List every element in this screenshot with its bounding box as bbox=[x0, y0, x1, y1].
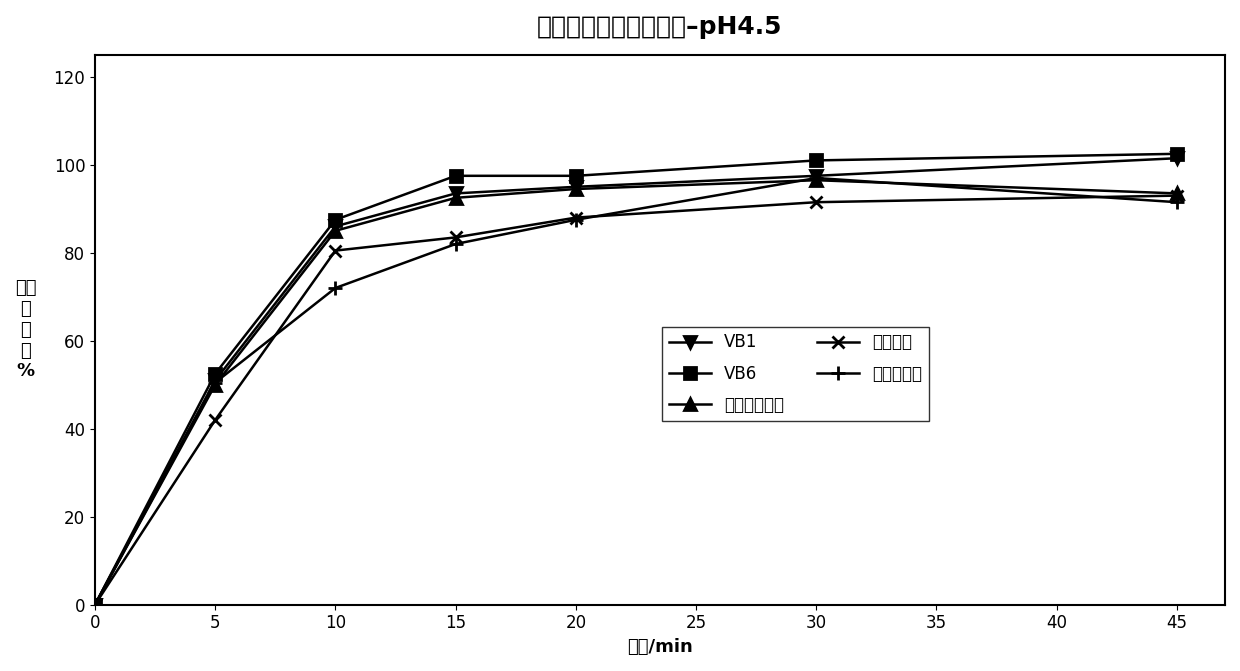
VB1 bbox=[448, 189, 463, 197]
硫酸双肼屈嗪 bbox=[1169, 189, 1184, 197]
VB6 bbox=[329, 216, 343, 224]
VB1 bbox=[1169, 154, 1184, 162]
氢氯噻嗪 bbox=[208, 416, 223, 424]
Line: 硫酸双肼屈嗪: 硫酸双肼屈嗪 bbox=[89, 174, 1183, 611]
Legend: VB1, VB6, 硫酸双肼屈嗪, 氢氯噻嗪, 盐酸异丙嗪: VB1, VB6, 硫酸双肼屈嗪, 氢氯噻嗪, 盐酸异丙嗪 bbox=[662, 327, 929, 421]
盐酸异丙嗪 bbox=[808, 174, 823, 182]
Line: 盐酸异丙嗪: 盐酸异丙嗪 bbox=[88, 171, 1184, 612]
氢氯噻嗪 bbox=[1169, 192, 1184, 200]
氢氯噻嗪 bbox=[808, 198, 823, 206]
Line: VB1: VB1 bbox=[89, 153, 1183, 611]
盐酸异丙嗪 bbox=[88, 601, 103, 609]
硫酸双肼屈嗪 bbox=[88, 601, 103, 609]
Line: 氢氯噻嗪: 氢氯噻嗪 bbox=[89, 190, 1183, 611]
盐酸异丙嗪 bbox=[448, 240, 463, 248]
硫酸双肼屈嗪 bbox=[568, 185, 583, 193]
VB6 bbox=[448, 172, 463, 180]
盐酸异丙嗪 bbox=[568, 216, 583, 224]
盐酸异丙嗪 bbox=[208, 378, 223, 386]
VB1 bbox=[88, 601, 103, 609]
氢氯噻嗪 bbox=[88, 601, 103, 609]
VB6 bbox=[88, 601, 103, 609]
盐酸异丙嗪 bbox=[1169, 198, 1184, 206]
氢氯噻嗪 bbox=[329, 246, 343, 254]
氢氯噻嗪 bbox=[448, 234, 463, 242]
氢氯噻嗪 bbox=[568, 213, 583, 221]
X-axis label: 时间/min: 时间/min bbox=[627, 638, 693, 656]
硫酸双肼屈嗪 bbox=[808, 176, 823, 185]
VB1 bbox=[568, 183, 583, 191]
Title: 复方利血平溶出曲线图–pH4.5: 复方利血平溶出曲线图–pH4.5 bbox=[537, 15, 782, 39]
VB1 bbox=[208, 376, 223, 384]
VB1 bbox=[808, 172, 823, 180]
Y-axis label: 平均
溶
出
度
%: 平均 溶 出 度 % bbox=[15, 279, 36, 380]
VB1 bbox=[329, 222, 343, 230]
盐酸异丙嗪 bbox=[329, 284, 343, 292]
硫酸双肼屈嗪 bbox=[329, 227, 343, 235]
Line: VB6: VB6 bbox=[89, 148, 1183, 611]
VB6 bbox=[568, 172, 583, 180]
VB6 bbox=[1169, 150, 1184, 158]
VB6 bbox=[208, 370, 223, 378]
硫酸双肼屈嗪 bbox=[208, 380, 223, 389]
硫酸双肼屈嗪 bbox=[448, 194, 463, 202]
VB6 bbox=[808, 156, 823, 164]
